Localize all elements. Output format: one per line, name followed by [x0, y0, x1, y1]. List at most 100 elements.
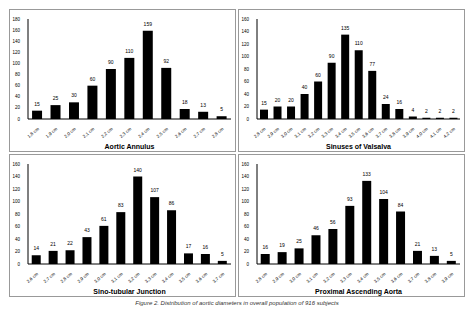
svg-text:3,4 cm: 3,4 cm [356, 271, 370, 284]
svg-text:80: 80 [15, 212, 21, 217]
svg-text:3,1 cm: 3,1 cm [110, 271, 124, 284]
svg-text:60: 60 [244, 224, 250, 229]
svg-text:3,9 cm: 3,9 cm [402, 126, 416, 139]
svg-text:60: 60 [15, 83, 21, 88]
svg-text:17: 17 [186, 243, 192, 249]
svg-text:0: 0 [17, 117, 20, 122]
svg-text:3,1 cm: 3,1 cm [305, 271, 319, 284]
svg-text:61: 61 [101, 216, 107, 222]
svg-text:3,6 cm: 3,6 cm [361, 126, 375, 139]
svg-text:20: 20 [15, 249, 21, 254]
svg-text:3,1 cm: 3,1 cm [293, 126, 307, 139]
svg-text:159: 159 [144, 21, 153, 27]
svg-text:14: 14 [33, 245, 39, 251]
svg-text:25: 25 [296, 238, 302, 244]
svg-text:3,8 cm: 3,8 cm [388, 126, 402, 139]
svg-text:2: 2 [452, 108, 455, 114]
svg-text:140: 140 [241, 174, 249, 179]
svg-text:80: 80 [244, 67, 250, 72]
svg-text:110: 110 [355, 40, 363, 46]
svg-text:3,2 cm: 3,2 cm [307, 126, 321, 139]
svg-text:107: 107 [150, 187, 159, 193]
svg-text:100: 100 [12, 61, 20, 66]
svg-text:77: 77 [369, 61, 375, 67]
svg-text:104: 104 [379, 189, 388, 195]
svg-text:21: 21 [50, 241, 56, 247]
svg-text:86: 86 [169, 200, 175, 206]
svg-text:40: 40 [15, 237, 21, 242]
svg-text:2: 2 [439, 108, 442, 114]
svg-text:25: 25 [53, 95, 59, 101]
svg-text:135: 135 [341, 25, 350, 31]
svg-text:60: 60 [90, 76, 96, 82]
svg-text:100: 100 [12, 199, 20, 204]
svg-text:2: 2 [425, 108, 428, 114]
svg-text:3,5 cm: 3,5 cm [348, 126, 362, 139]
svg-text:2,9 cm: 2,9 cm [76, 271, 90, 284]
svg-text:2,8 cm: 2,8 cm [253, 126, 267, 139]
svg-text:160: 160 [12, 28, 20, 33]
svg-text:3,7 cm: 3,7 cm [407, 271, 421, 284]
svg-text:100: 100 [241, 54, 249, 59]
svg-text:46: 46 [313, 225, 319, 231]
svg-text:92: 92 [163, 58, 169, 64]
svg-text:140: 140 [12, 174, 20, 179]
svg-text:0: 0 [246, 262, 249, 267]
svg-text:4,1 cm: 4,1 cm [429, 126, 443, 139]
svg-text:4,0 cm: 4,0 cm [415, 126, 429, 139]
svg-text:3,6 cm: 3,6 cm [195, 271, 209, 284]
svg-text:40: 40 [302, 84, 308, 90]
svg-text:180: 180 [12, 17, 20, 22]
svg-text:5: 5 [220, 106, 223, 112]
svg-text:Sino-tubular Junction: Sino-tubular Junction [93, 288, 165, 295]
svg-text:3,0 cm: 3,0 cm [93, 271, 107, 284]
svg-text:40: 40 [244, 92, 250, 97]
svg-text:90: 90 [329, 53, 335, 59]
svg-text:2,9 cm: 2,9 cm [266, 126, 280, 139]
svg-text:90: 90 [108, 59, 114, 65]
svg-text:2,6 cm: 2,6 cm [174, 126, 188, 139]
svg-text:2,1 cm: 2,1 cm [82, 126, 96, 139]
svg-text:3,8 cm: 3,8 cm [424, 271, 438, 284]
svg-text:Aortic Annulus: Aortic Annulus [105, 143, 155, 150]
svg-text:3,4 cm: 3,4 cm [161, 271, 175, 284]
svg-text:16: 16 [397, 99, 403, 105]
svg-text:3,2 cm: 3,2 cm [127, 271, 141, 284]
svg-text:3,5 cm: 3,5 cm [178, 271, 192, 284]
svg-text:3,0 cm: 3,0 cm [280, 126, 294, 139]
svg-text:0: 0 [17, 262, 20, 267]
svg-text:3,7 cm: 3,7 cm [212, 271, 226, 284]
svg-text:160: 160 [12, 162, 20, 167]
svg-text:22: 22 [67, 240, 73, 246]
svg-text:Sinuses of Valsalva: Sinuses of Valsalva [326, 143, 391, 150]
svg-text:140: 140 [241, 29, 249, 34]
svg-text:4,2 cm: 4,2 cm [442, 126, 456, 139]
svg-text:120: 120 [12, 187, 20, 192]
svg-text:100: 100 [241, 199, 249, 204]
svg-text:20: 20 [244, 249, 250, 254]
svg-text:18: 18 [182, 99, 188, 105]
svg-text:3,3 cm: 3,3 cm [339, 271, 353, 284]
svg-text:80: 80 [15, 72, 21, 77]
svg-text:3,5 cm: 3,5 cm [373, 271, 387, 284]
svg-text:3,6 cm: 3,6 cm [390, 271, 404, 284]
svg-text:160: 160 [241, 17, 249, 22]
svg-text:3,3 cm: 3,3 cm [144, 271, 158, 284]
svg-text:0: 0 [246, 117, 249, 122]
svg-text:2,2 cm: 2,2 cm [100, 126, 114, 139]
svg-text:3,4 cm: 3,4 cm [334, 126, 348, 139]
svg-text:13: 13 [432, 246, 438, 252]
svg-text:2,7 cm: 2,7 cm [43, 271, 57, 284]
svg-text:43: 43 [84, 227, 90, 233]
svg-text:120: 120 [12, 50, 20, 55]
svg-text:2,6 cm: 2,6 cm [26, 271, 40, 284]
svg-text:20: 20 [244, 104, 250, 109]
svg-text:3,3 cm: 3,3 cm [321, 126, 335, 139]
svg-text:19: 19 [279, 242, 285, 248]
svg-text:2,3 cm: 2,3 cm [119, 126, 133, 139]
svg-text:93: 93 [347, 196, 353, 202]
svg-text:80: 80 [244, 212, 250, 217]
svg-text:3,7 cm: 3,7 cm [375, 126, 389, 139]
svg-text:2,0 cm: 2,0 cm [63, 126, 77, 139]
svg-text:16: 16 [262, 244, 268, 250]
